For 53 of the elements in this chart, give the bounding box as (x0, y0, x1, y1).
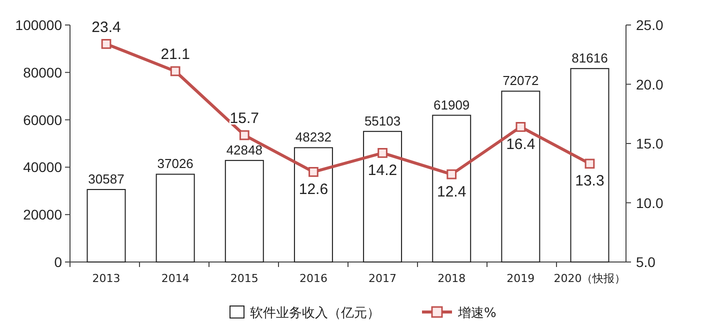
y-tick-label: 0 (54, 254, 62, 270)
data-label: 30587 (88, 172, 124, 187)
y2-tick-label: 10.0 (636, 194, 664, 211)
bar (432, 114, 472, 262)
data-label: 13.3 (575, 172, 604, 190)
data-label: 37026 (157, 156, 194, 172)
y-tick-label: 100000 (15, 17, 62, 33)
x-tick-label: 2016 (299, 272, 328, 285)
point (239, 130, 250, 140)
data-label: 12.4 (437, 183, 466, 200)
y2-tick-label: 20.0 (636, 76, 664, 92)
data-label: 16.4 (506, 136, 536, 153)
bar (363, 130, 402, 262)
y-tick-label: 20000 (23, 206, 62, 223)
data-label: 15.7 (230, 110, 259, 128)
x-tick-label: 2015 (230, 272, 258, 285)
data-label: 21.1 (160, 46, 190, 64)
bar (86, 189, 126, 262)
data-label: 72072 (502, 73, 539, 88)
data-label: 23.4 (92, 18, 121, 36)
bar (294, 147, 333, 262)
x-tick-label: 2017 (368, 272, 397, 285)
bar (156, 174, 195, 262)
data-label: 14.2 (368, 162, 398, 179)
x-tick-label: 2014 (161, 272, 190, 285)
point (446, 169, 457, 180)
y-tick-label: 60000 (23, 112, 62, 128)
data-label: 12.6 (298, 180, 328, 198)
x-tick-label: 2013 (92, 272, 120, 285)
legend-label: 增速% (457, 306, 496, 321)
bar (224, 160, 264, 262)
data-label: 81616 (572, 50, 608, 66)
legend-label: 软件业务收入（亿元） (250, 306, 380, 321)
point (170, 66, 180, 76)
y-tick-label: 80000 (23, 64, 62, 80)
y2-tick-label: 5.0 (636, 254, 656, 270)
data-label: 61909 (434, 97, 470, 112)
x-tick-label: 2018 (438, 272, 466, 285)
point (308, 167, 318, 177)
x-tick-label: 2019 (506, 272, 535, 285)
x-tick-label: 2020（快报） (554, 272, 626, 285)
data-label: 48232 (295, 130, 332, 145)
point (378, 148, 388, 158)
point (101, 39, 112, 49)
y-tick-label: 40000 (23, 159, 62, 176)
data-label: 55103 (364, 113, 401, 128)
y2-tick-label: 25.0 (636, 17, 664, 33)
bar (570, 68, 610, 262)
point (584, 158, 595, 169)
data-label: 42848 (226, 142, 262, 158)
bar (501, 90, 540, 262)
point (516, 122, 526, 132)
y2-tick-label: 15.0 (636, 136, 664, 152)
